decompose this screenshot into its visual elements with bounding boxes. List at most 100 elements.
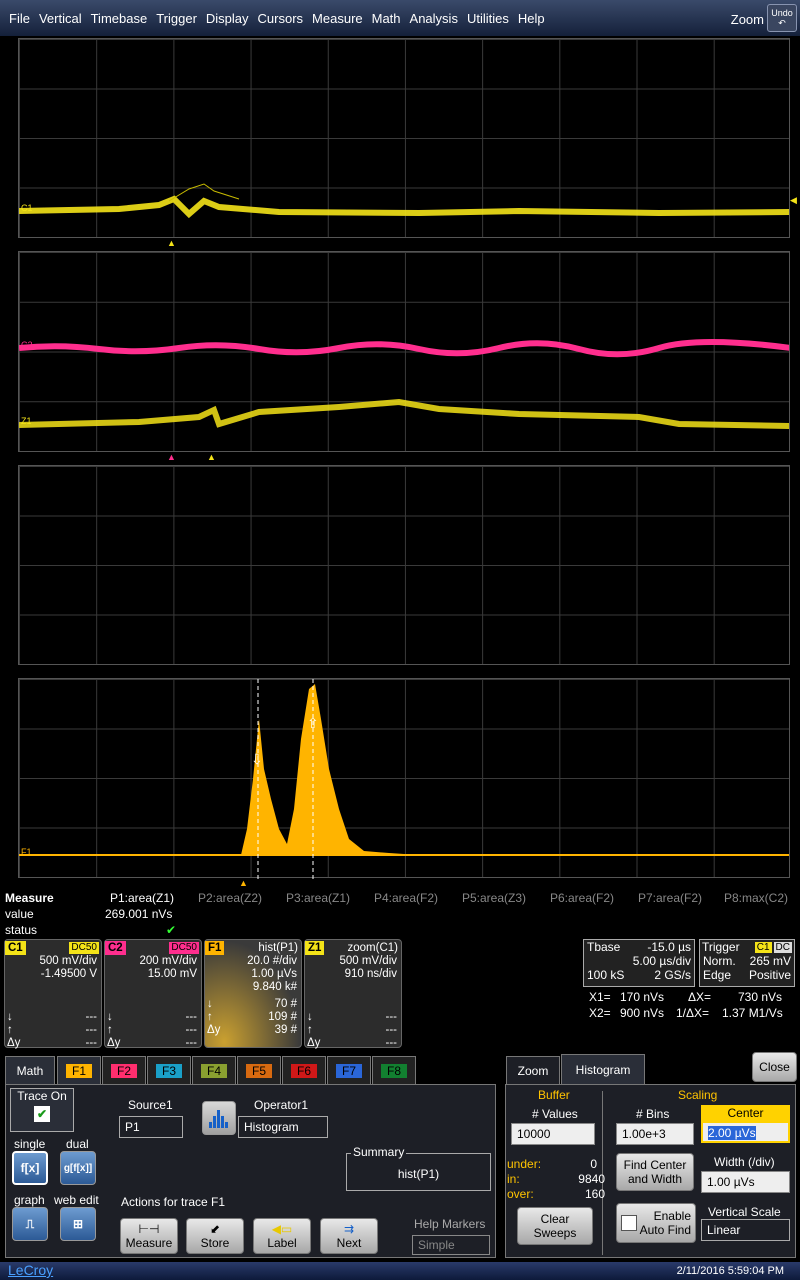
single-function-button[interactable]: f[x] [12, 1151, 48, 1185]
histogram-operator-icon[interactable] [202, 1101, 236, 1135]
measure-param[interactable]: P6:area(F2) [550, 891, 615, 905]
measure-param[interactable]: P3:area(Z1) [286, 891, 351, 905]
undo-button[interactable]: Undo ↶ [767, 4, 797, 32]
under-label: under: [507, 1157, 542, 1171]
c2-up-row: ↑ --- [105, 1024, 201, 1037]
z1-trigger-marker: ▲ [207, 452, 216, 462]
measure-param[interactable]: P4:area(F2) [374, 891, 439, 905]
math-panel: Trace On ✔ single dual f[x] g[f[x]] grap… [5, 1084, 496, 1258]
c2-vdiv: 200 mV/div [139, 955, 197, 967]
enable-auto-find-button[interactable]: Enable Auto Find [616, 1203, 696, 1243]
grid-c2-z1[interactable]: C2 Z1 [18, 251, 790, 452]
up-arrow-icon: ↑ [7, 1024, 13, 1036]
close-button[interactable]: Close [752, 1052, 797, 1082]
timebase-descriptor[interactable]: Tbase -15.0 µs 5.00 µs/div 100 kS 2 GS/s [583, 939, 695, 987]
down-arrow-icon: ↓ [307, 1011, 313, 1023]
measure-param[interactable]: P8:max(C2) [724, 891, 789, 905]
menu-item-file[interactable]: File [9, 10, 30, 26]
trigger-mode: Norm. [703, 954, 736, 968]
menu-item-analysis[interactable]: Analysis [409, 10, 458, 26]
grid-f1[interactable]: F1 ⇩ ⇧ [18, 678, 790, 879]
label-button[interactable]: ◀▭ Label [253, 1218, 311, 1254]
trace-on-group[interactable]: Trace On ✔ [10, 1088, 74, 1132]
menu-item-utilities[interactable]: Utilities [466, 10, 509, 26]
c2-descriptor[interactable]: C2 DC50 200 mV/div 15.00 mV ↓ --- ↑ --- Δy -… [104, 939, 202, 1049]
dual-function-button[interactable]: g[f[x]] [60, 1151, 96, 1185]
c1-trigger-marker: ▲ [167, 238, 176, 248]
measure-param[interactable]: P7:area(F2) [638, 891, 703, 905]
tab-zoom[interactable]: Zoom [506, 1056, 560, 1084]
tab-f2[interactable]: F2 [102, 1056, 146, 1084]
values-field[interactable]: 10000 [511, 1123, 595, 1145]
cursor-x1-arrow-icon[interactable]: ⇩ [251, 751, 263, 767]
tab-f4[interactable]: F4 [192, 1056, 236, 1084]
f1-descriptor[interactable]: F1 hist(P1) 20.0 #/div 1.00 µVs 9.840 k# … [204, 939, 302, 1048]
clear-sweeps-button[interactable]: Clear Sweeps [517, 1207, 593, 1245]
measure-icon: ⊢⊣ [138, 1222, 160, 1236]
p1-value: 269.001 nVs [105, 907, 173, 921]
bins-field[interactable]: 1.00e+3 [616, 1123, 694, 1145]
up-arrow-icon: ↑ [107, 1024, 113, 1036]
help-markers-select[interactable]: Simple [412, 1235, 490, 1255]
z1-descriptor[interactable]: Z1 zoom(C1) 500 mV/div 910 ns/div ↓ --- ↑ -… [304, 939, 402, 1049]
tab-f6[interactable]: F6 [282, 1056, 326, 1084]
store-button[interactable]: ⬋ Store [186, 1218, 244, 1254]
graph-button[interactable]: ⎍ [12, 1207, 48, 1241]
tab-histogram[interactable]: Histogram [561, 1054, 645, 1084]
tab-f7[interactable]: F7 [327, 1056, 371, 1084]
menu-item-help[interactable]: Help [517, 10, 545, 26]
menu-item-cursors[interactable]: Cursors [257, 10, 304, 26]
f1-dy-row: Δy 39 # [205, 1024, 301, 1037]
c1-descriptor[interactable]: C1 DC50 500 mV/div -1.49500 V ↓ --- ↑ --- Δ… [4, 939, 102, 1049]
menu-item-measure[interactable]: Measure [312, 10, 363, 26]
menu-item-vertical[interactable]: Vertical [38, 10, 82, 26]
grid-empty[interactable] [18, 465, 790, 665]
timebase-samples: 100 kS [587, 968, 625, 982]
f1-operation: hist(P1) [258, 941, 298, 954]
c1-trace [19, 183, 789, 219]
tab-f8[interactable]: F8 [372, 1056, 416, 1084]
f1-histogram [19, 679, 789, 879]
down-arrow-icon: ↓ [107, 1011, 113, 1023]
center-field[interactable]: 2.00 µVs [701, 1121, 790, 1143]
web-edit-button[interactable]: ⊞ [60, 1207, 96, 1241]
menu-item-display[interactable]: Display [205, 10, 249, 26]
menu-item-timebase[interactable]: Timebase [90, 10, 148, 26]
trigger-descriptor[interactable]: Trigger C1 DC Norm. 265 mV Edge Positive [699, 939, 795, 987]
dy-label: Δy [207, 1024, 221, 1036]
cursor-x1-value: 170 nVs [620, 990, 665, 1004]
zoom-label[interactable]: Zoom [730, 12, 764, 27]
auto-find-checkbox[interactable] [621, 1215, 637, 1231]
next-button[interactable]: ⇉ Next [320, 1218, 378, 1254]
operator1-field[interactable]: Histogram [238, 1116, 328, 1138]
cursor-x2-arrow-icon[interactable]: ⇧ [307, 715, 319, 731]
gfx-icon: g[f[x]] [63, 1162, 93, 1174]
trace-on-label: Trace On [17, 1089, 67, 1103]
source1-field[interactable]: P1 [119, 1116, 183, 1138]
single-label: single [14, 1137, 46, 1151]
vertical-scale-label: Vertical Scale [708, 1205, 781, 1219]
vertical-scale-select[interactable]: Linear [701, 1219, 790, 1241]
width-field[interactable]: 1.00 µVs [701, 1171, 790, 1193]
measure-param[interactable]: P2:area(Z2) [198, 891, 263, 905]
measure-param[interactable]: P5:area(Z3) [462, 891, 527, 905]
measure-button[interactable]: ⊢⊣ Measure [120, 1218, 178, 1254]
trace-on-checkbox[interactable]: ✔ [34, 1106, 50, 1122]
menu-item-trigger[interactable]: Trigger [156, 10, 197, 26]
summary-box[interactable]: Summary hist(P1) [346, 1145, 491, 1191]
measure-table[interactable]: Measure value status P1:area(Z1) P2:area… [0, 891, 800, 939]
lecroy-logo[interactable]: LeCroy [8, 1262, 54, 1278]
grid-c1[interactable]: C1 [18, 38, 790, 238]
tab-f3[interactable]: F3 [147, 1056, 191, 1084]
tab-f5[interactable]: F5 [237, 1056, 281, 1084]
measure-param[interactable]: P1:area(Z1) [110, 891, 175, 905]
find-center-width-button[interactable]: Find Center and Width [616, 1153, 694, 1191]
dy-label: Δy [7, 1037, 21, 1049]
z1-up-value: --- [385, 1024, 398, 1036]
source1-label: Source1 [128, 1098, 173, 1112]
tab-f4-label: F4 [200, 1063, 227, 1078]
tab-f1[interactable]: F1 [57, 1056, 101, 1084]
menu-item-math[interactable]: Math [371, 10, 401, 26]
measure-title: Measure [5, 891, 54, 905]
tab-math[interactable]: Math [5, 1056, 55, 1084]
